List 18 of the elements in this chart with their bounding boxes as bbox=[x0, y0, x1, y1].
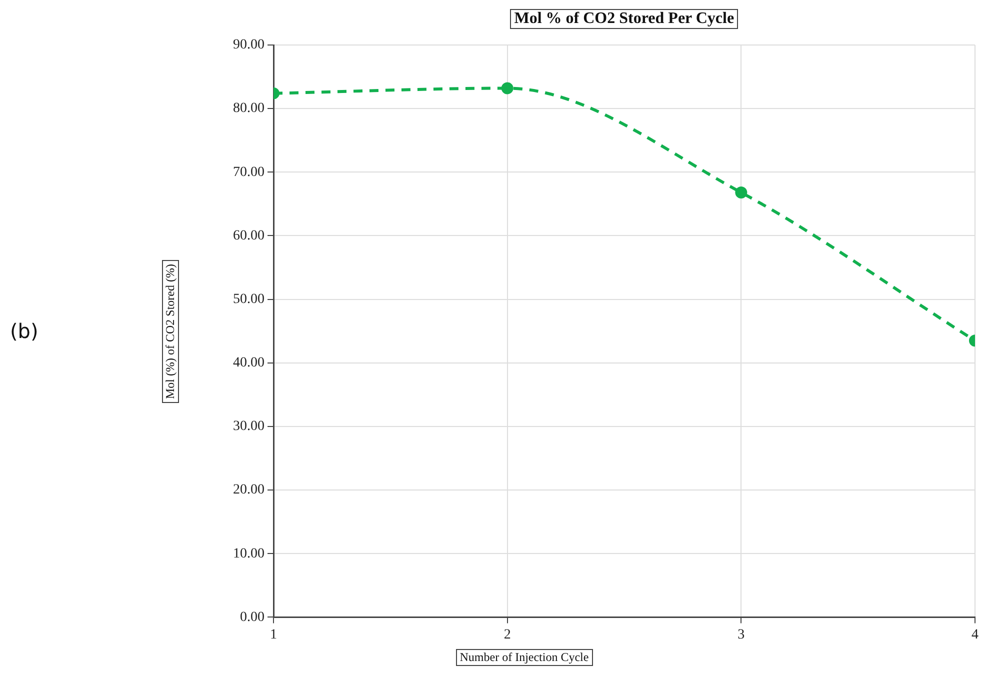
x-tick-label: 2 bbox=[504, 627, 511, 642]
x-axis-title: Number of Injection Cycle bbox=[456, 649, 593, 666]
chart-title: Mol % of CO2 Stored Per Cycle bbox=[510, 9, 738, 29]
x-tick-label: 4 bbox=[972, 627, 978, 642]
y-tick-label: 70.00 bbox=[233, 164, 264, 180]
x-tick-label: 3 bbox=[738, 627, 745, 642]
y-tick-label: 90.00 bbox=[233, 38, 264, 53]
y-tick-label: 30.00 bbox=[233, 419, 264, 434]
x-tick-label: 1 bbox=[270, 627, 277, 642]
y-tick-label: 50.00 bbox=[233, 292, 264, 307]
text: (b) bbox=[10, 319, 38, 344]
y-tick-label: 0.00 bbox=[240, 610, 264, 625]
y-tick-label: 80.00 bbox=[233, 101, 264, 116]
y-tick-label: 20.00 bbox=[233, 482, 264, 498]
y-tick-label: 10.00 bbox=[233, 546, 264, 562]
y-axis-title: Mol (%) of CO2 Stored (%) bbox=[162, 260, 178, 403]
y-tick-label: 60.00 bbox=[233, 228, 264, 244]
y-tick-label: 40.00 bbox=[233, 356, 264, 371]
